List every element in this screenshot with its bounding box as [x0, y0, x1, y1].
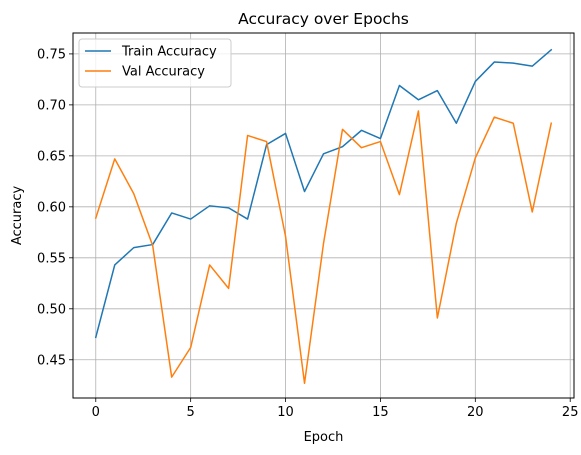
y-tick-label: 0.75 — [37, 47, 66, 62]
legend: Train Accuracy Val Accuracy — [78, 38, 232, 88]
x-tick-label: 10 — [277, 405, 294, 420]
legend-label-train-accuracy: Train Accuracy — [121, 45, 217, 60]
y-tick-label: 0.70 — [37, 98, 66, 113]
x-tick-label: 15 — [372, 405, 389, 420]
x-tick-label: 0 — [92, 405, 100, 420]
x-axis-ticks: 0 5 10 15 20 25 — [92, 398, 579, 420]
y-axis-ticks: 0.45 0.50 0.55 0.60 0.65 0.70 0.75 — [37, 47, 73, 368]
x-axis-title: Epoch — [304, 430, 344, 445]
legend-box — [78, 38, 232, 88]
x-tick-label: 25 — [562, 405, 579, 420]
series-line-val-accuracy — [94, 110, 553, 384]
x-tick-label: 5 — [187, 405, 195, 420]
y-tick-label: 0.50 — [37, 302, 66, 317]
y-tick-label: 0.60 — [37, 200, 66, 215]
x-tick-label: 20 — [467, 405, 484, 420]
y-tick-label: 0.65 — [37, 149, 66, 164]
y-tick-label: 0.55 — [37, 251, 66, 266]
series-lines — [94, 48, 553, 384]
series-line-train-accuracy — [94, 48, 553, 339]
y-axis-title: Accuracy — [10, 186, 25, 246]
chart-title: Accuracy over Epochs — [238, 10, 409, 28]
legend-label-val-accuracy: Val Accuracy — [122, 65, 205, 80]
grid-lines — [73, 33, 574, 398]
y-tick-label: 0.45 — [37, 353, 66, 368]
plot-area — [73, 33, 574, 398]
plot-frame — [72, 32, 575, 399]
